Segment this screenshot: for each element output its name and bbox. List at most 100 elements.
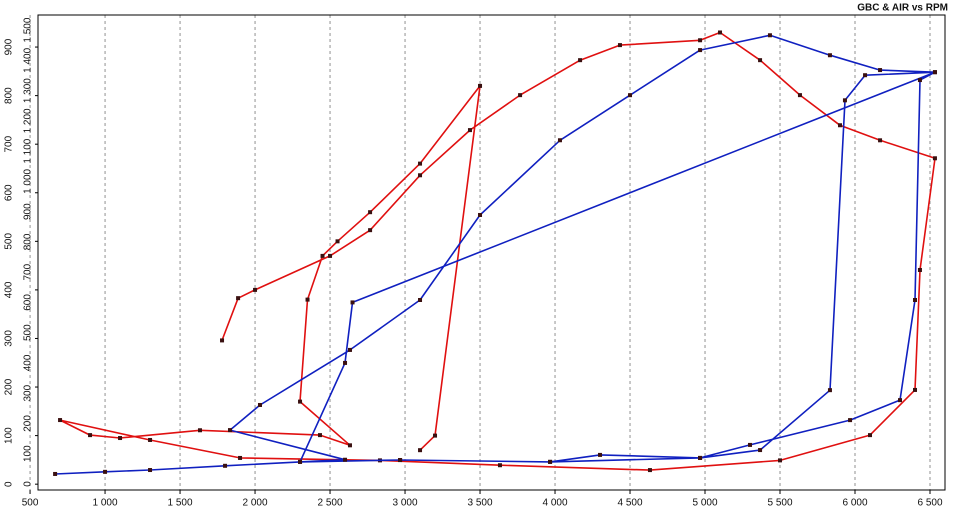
point-marker [917,267,922,272]
point-marker [932,156,937,161]
point-marker [398,458,403,463]
x-tick-label: 4 000 [543,498,568,509]
y2-tick-label: 1 500 [23,17,34,42]
y2-tick-label: 400 [23,354,34,371]
point-marker [898,398,903,403]
y-tick-label: 500 [4,233,15,250]
point-marker [335,239,340,244]
point-marker [827,53,832,58]
y2-tick-label: 600 [23,294,34,311]
y2-tick-label: 800 [23,233,34,250]
point-marker [878,68,883,73]
point-marker [647,468,652,473]
point-marker [767,33,772,38]
y2-tick-label: 200 [23,415,34,432]
y2-tick-label: 1 200 [23,108,34,133]
x-tick-label: 1 000 [93,498,118,509]
point-marker [298,399,303,404]
point-marker [548,459,553,464]
y2-tick-label: 1 100 [23,138,34,163]
point-marker [478,83,483,88]
x-tick-label: 5 000 [692,498,717,509]
point-marker [148,437,153,442]
y2-tick-label: 900 [23,203,34,220]
point-marker [718,30,723,35]
y-tick-label: 300 [4,330,15,347]
y2-tick-label: 500 [23,324,34,341]
point-marker [418,298,423,302]
point-marker [778,458,783,463]
x-tick-label: 2 500 [318,498,343,509]
point-marker [317,433,322,438]
point-marker [698,48,703,53]
point-marker [328,253,333,258]
point-marker [617,43,622,48]
point-marker [913,298,918,302]
y-tick-label: 800 [4,87,15,104]
point-marker [698,38,703,43]
point-marker [842,98,847,103]
point-marker [497,463,502,468]
y2-tick-label: 1 400 [23,47,34,72]
point-marker [347,347,352,352]
point-marker [220,338,225,343]
point-marker [758,448,763,453]
x-tick-label: 6 000 [842,498,867,509]
point-marker [758,58,763,63]
point-marker [305,297,310,302]
series-line [55,34,936,475]
point-marker [863,73,868,78]
point-marker [518,93,523,98]
x-tick-label: 6 500 [917,498,942,509]
point-marker [917,78,922,83]
point-marker [557,138,562,143]
point-marker [223,463,228,468]
point-marker [197,428,202,433]
point-marker [827,388,832,393]
point-marker [913,387,918,392]
point-marker [628,93,633,98]
x-tick-label: 5 500 [767,498,792,509]
point-marker [320,253,325,258]
point-marker [350,300,355,305]
y2-tick-label: 1 000 [23,168,34,193]
point-marker [53,471,58,476]
x-tick-label: 4 500 [618,498,643,509]
y-tick-label: 600 [4,184,15,201]
x-tick-label: 3 500 [468,498,493,509]
point-marker [298,459,303,464]
point-marker [343,360,348,365]
y2-tick-label: 1 300 [23,78,34,103]
y-tick-label: 100 [4,427,15,444]
point-marker [878,138,883,143]
x-tick-label: 2 000 [243,498,268,509]
point-marker [227,428,232,433]
point-marker [467,128,472,133]
point-marker [418,161,423,166]
point-marker [103,469,108,474]
y-tick-label: 200 [4,378,15,395]
point-marker [253,287,258,292]
y2-tick-label: 100 [23,445,34,462]
point-marker [118,436,123,441]
y2-tick-label: 0 [23,481,34,487]
point-marker [343,457,348,462]
point-marker [598,452,603,457]
plot-frame [37,14,946,491]
point-marker [868,433,873,438]
point-marker [418,173,423,178]
point-marker [698,455,703,460]
point-marker [418,448,423,453]
point-marker [797,93,802,98]
point-marker [932,70,937,75]
y2-tick-label: 300 [23,384,34,401]
x-tick-label: 1 500 [168,498,193,509]
point-marker [347,443,352,448]
point-marker [368,210,373,215]
y-tick-label: 400 [4,281,15,298]
point-marker [236,296,241,301]
y-tick-label: 900 [4,38,15,55]
point-marker [838,123,843,128]
point-marker [88,433,93,438]
